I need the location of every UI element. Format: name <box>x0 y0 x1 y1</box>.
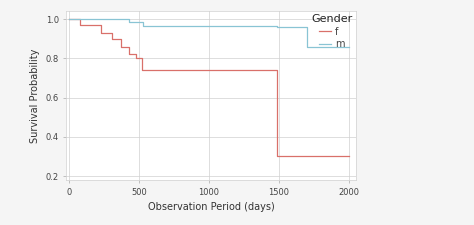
m <box>127 18 132 20</box>
f <box>66 18 72 20</box>
m <box>66 18 72 20</box>
Line: m: m <box>69 19 348 47</box>
Line: f: f <box>69 19 348 156</box>
Y-axis label: Survival Probability: Survival Probability <box>30 48 40 143</box>
f <box>133 53 139 56</box>
X-axis label: Observation Period (days): Observation Period (days) <box>147 202 274 212</box>
f <box>127 45 132 48</box>
f <box>139 57 145 60</box>
m <box>274 26 280 28</box>
m <box>274 25 280 27</box>
f <box>77 18 83 20</box>
f <box>99 24 104 26</box>
f <box>109 32 115 34</box>
f <box>346 155 351 158</box>
f <box>99 32 104 34</box>
f <box>118 45 124 48</box>
m <box>346 45 351 48</box>
f <box>274 155 280 158</box>
f <box>274 69 280 72</box>
Legend: f, m: f, m <box>310 12 355 51</box>
f <box>304 155 310 158</box>
m <box>140 25 146 27</box>
f <box>133 57 139 60</box>
f <box>139 69 145 72</box>
f <box>109 37 115 40</box>
m <box>140 21 146 23</box>
m <box>127 21 132 23</box>
f <box>127 53 132 56</box>
m <box>304 45 310 48</box>
f <box>304 155 310 158</box>
m <box>304 26 310 28</box>
f <box>118 37 124 40</box>
f <box>77 24 83 26</box>
